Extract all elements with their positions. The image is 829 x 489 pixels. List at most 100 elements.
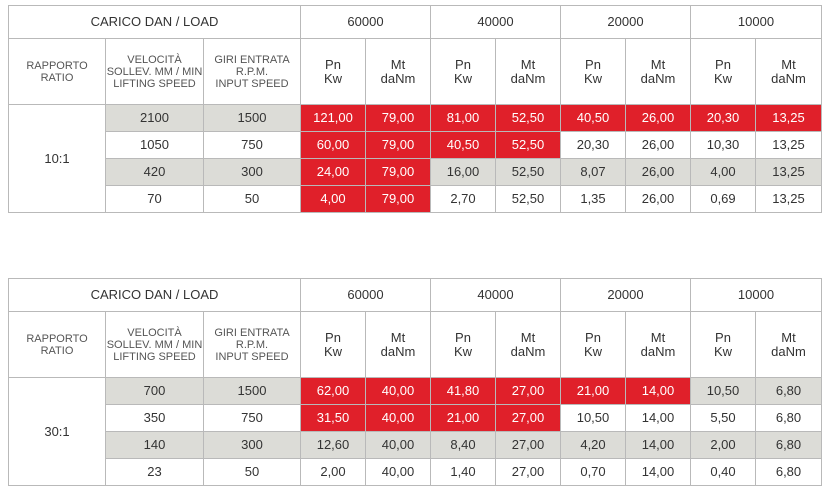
value: 20,30: [690, 104, 756, 132]
value: 79,00: [365, 185, 431, 213]
unit-line: Kw: [323, 343, 343, 359]
header-row: CARICO DAN / LOAD 60000 40000 20000 10000: [8, 5, 822, 39]
value: 13,25: [755, 104, 822, 132]
load-value: 60000: [300, 5, 431, 39]
value: 6,80: [755, 458, 822, 486]
load-table: CARICO DAN / LOAD 60000 40000 20000 10000 RAP…: [8, 278, 822, 486]
table-body: CARICO DAN / LOAD 60000 40000 20000 10000 RAP…: [8, 5, 822, 213]
value: 1,40: [430, 458, 496, 486]
load-value: 20000: [560, 5, 691, 39]
load-value: 40000: [430, 5, 561, 39]
value: 10,50: [690, 377, 756, 405]
ratio-header: RAPPORTO RATIO: [8, 311, 106, 378]
input-header: GIRI ENTRATA R.P.M. INPUT SPEED: [203, 38, 301, 105]
speed: 350: [105, 404, 204, 432]
value: 52,50: [495, 158, 561, 186]
speed: 70: [105, 185, 204, 213]
value: 27,00: [495, 431, 561, 459]
value: 52,50: [495, 185, 561, 213]
unit-header: Pn Kw: [690, 38, 756, 105]
unit-header: Pn Kw: [300, 38, 366, 105]
unit-header: Pn Kw: [430, 38, 496, 105]
unit-header: Mt daNm: [625, 311, 691, 378]
unit-line: Pn: [455, 329, 471, 345]
unit-line: Pn: [715, 56, 731, 72]
header-line: GIRI ENTRATA: [214, 326, 290, 339]
value: 13,25: [755, 158, 822, 186]
value: 52,50: [495, 131, 561, 159]
unit-line: daNm: [510, 343, 546, 359]
value: 79,00: [365, 104, 431, 132]
subheader-row: RAPPORTO RATIO VELOCITÀ SOLLEV. MM / MIN LIF…: [8, 311, 822, 378]
unit-header: Mt daNm: [495, 311, 561, 378]
unit-header: Pn Kw: [560, 38, 626, 105]
value: 26,00: [625, 185, 691, 213]
value: 52,50: [495, 104, 561, 132]
unit-header: Mt daNm: [495, 38, 561, 105]
unit-line: daNm: [640, 343, 676, 359]
value: 40,00: [365, 404, 431, 432]
header-line: SOLLEV. MM / MIN: [106, 65, 203, 78]
header-line: LIFTING SPEED: [113, 350, 196, 363]
value: 26,00: [625, 131, 691, 159]
load-value: 20000: [560, 278, 691, 312]
load-value: 60000: [300, 278, 431, 312]
header-line: RAPPORTO: [26, 332, 88, 345]
load-label: CARICO DAN / LOAD: [8, 278, 301, 312]
value: 2,00: [690, 431, 756, 459]
value: 79,00: [365, 131, 431, 159]
unit-line: Pn: [325, 56, 341, 72]
unit-header: Mt daNm: [755, 38, 822, 105]
rpm: 750: [203, 131, 301, 159]
value: 62,00: [300, 377, 366, 405]
header-line: GIRI ENTRATA: [214, 53, 290, 66]
unit-header: Pn Kw: [560, 311, 626, 378]
value: 8,07: [560, 158, 626, 186]
data-row: 30:1 700 1500 62,00 40,00 41,80 27,00 21,00 14,0…: [8, 377, 822, 486]
value: 13,25: [755, 185, 822, 213]
value: 16,00: [430, 158, 496, 186]
load-value: 10000: [690, 5, 822, 39]
unit-line: Mt: [520, 329, 536, 345]
value: 8,40: [430, 431, 496, 459]
unit-line: Kw: [453, 343, 473, 359]
value: 4,00: [300, 185, 366, 213]
ratio: 10:1: [8, 104, 106, 213]
value: 14,00: [625, 458, 691, 486]
unit-line: Kw: [583, 343, 603, 359]
ratio-header: RAPPORTO RATIO: [8, 38, 106, 105]
rpm: 750: [203, 404, 301, 432]
unit-line: Kw: [713, 343, 733, 359]
speed: 420: [105, 158, 204, 186]
value: 5,50: [690, 404, 756, 432]
unit-line: Pn: [715, 329, 731, 345]
unit-line: Pn: [585, 329, 601, 345]
value: 2,70: [430, 185, 496, 213]
unit-line: Mt: [650, 56, 666, 72]
rpm: 1500: [203, 104, 301, 132]
value: 4,20: [560, 431, 626, 459]
data-row: 420 300 24,00 79,00 16,00 52,50 8,07 26,00 4,00 1…: [9, 158, 822, 186]
value: 31,50: [300, 404, 366, 432]
speed: 140: [105, 431, 204, 459]
data-row: 140 300 12,60 40,00 8,40 27,00 4,20 14,00 2,00 6,…: [9, 431, 822, 459]
unit-line: daNm: [380, 343, 416, 359]
value: 121,00: [300, 104, 366, 132]
unit-line: Kw: [583, 70, 603, 86]
value: 13,25: [755, 131, 822, 159]
value: 0,69: [690, 185, 756, 213]
value: 2,00: [300, 458, 366, 486]
unit-line: Pn: [455, 56, 471, 72]
header-line: R.P.M.: [235, 338, 269, 351]
value: 27,00: [495, 404, 561, 432]
value: 12,60: [300, 431, 366, 459]
rpm: 50: [203, 458, 301, 486]
header-line: VELOCITÀ: [127, 326, 182, 339]
speed: 23: [105, 458, 204, 486]
value: 14,00: [625, 431, 691, 459]
unit-header: Pn Kw: [690, 311, 756, 378]
value: 10,30: [690, 131, 756, 159]
speed: 2100: [105, 104, 204, 132]
value: 21,00: [560, 377, 626, 405]
value: 14,00: [625, 377, 691, 405]
